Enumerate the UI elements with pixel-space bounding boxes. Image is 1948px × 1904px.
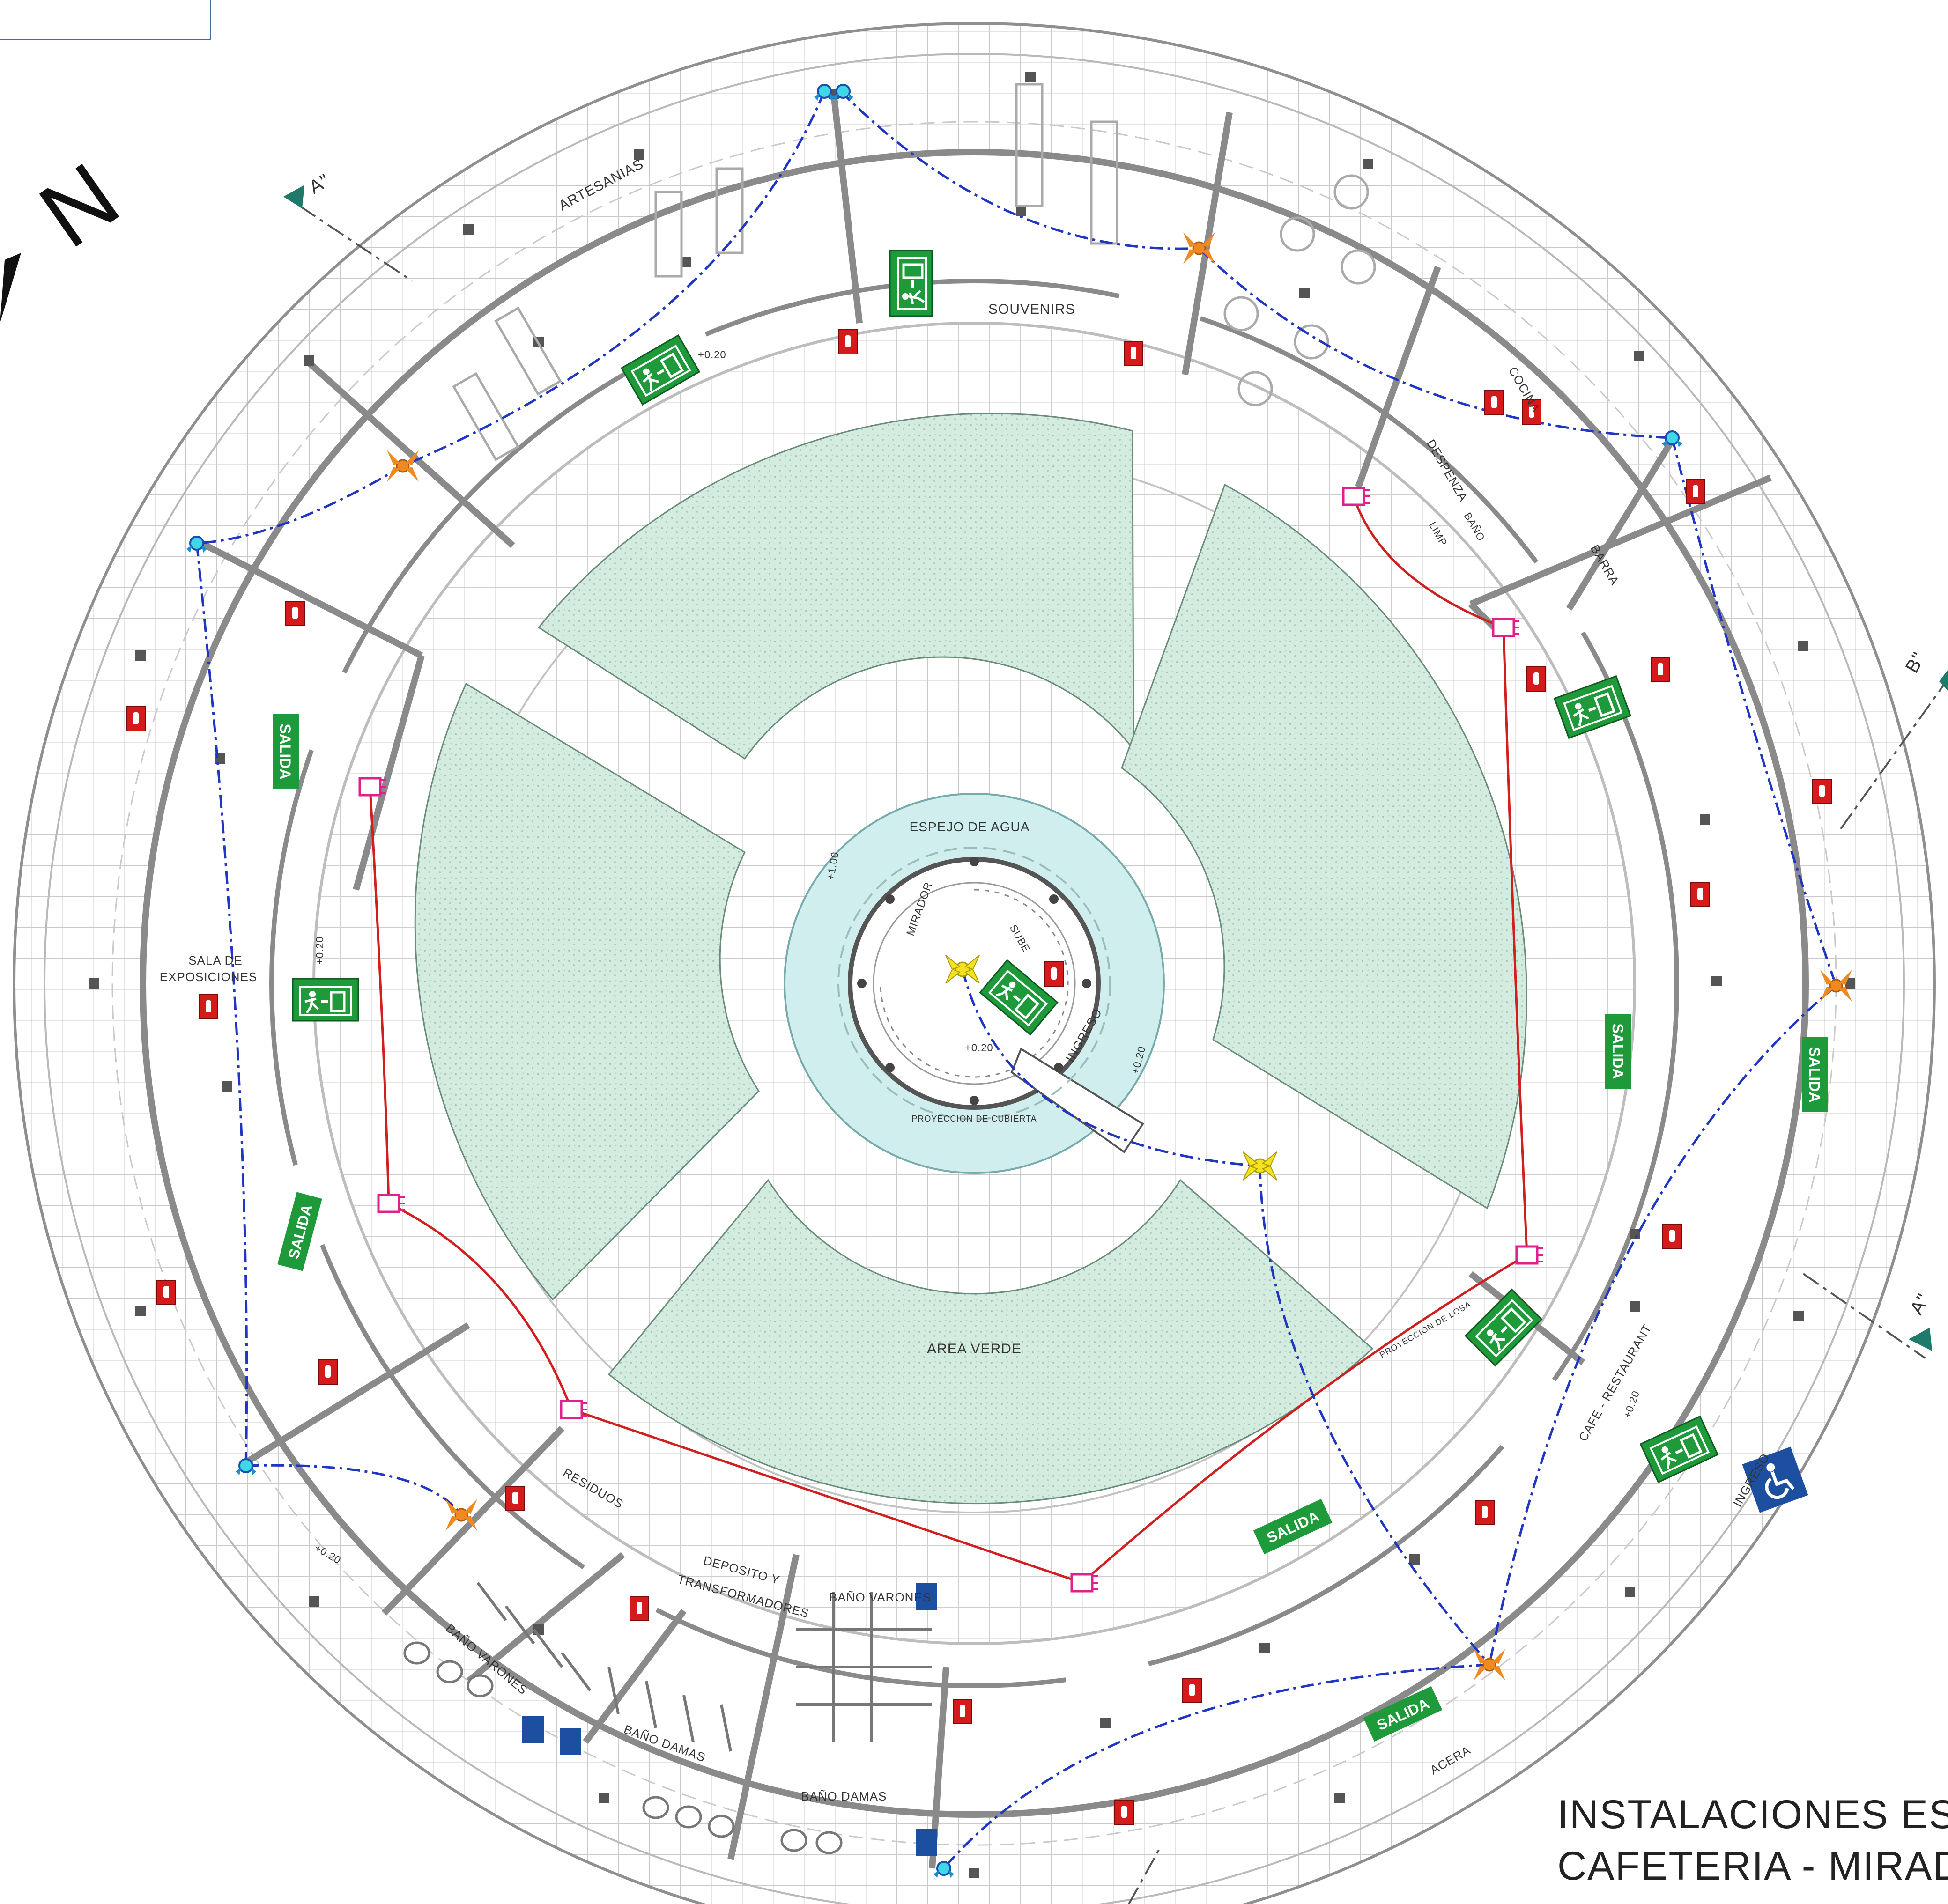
level-label: +0.20 <box>698 349 726 361</box>
toilets <box>403 1641 843 1854</box>
restroom-icon <box>916 1829 937 1856</box>
restroom-icons <box>522 1583 937 1856</box>
extinguisher-icon <box>953 1699 972 1724</box>
level-label: +0.20 <box>965 1042 993 1054</box>
legend-box <box>0 0 211 40</box>
section-marker-icon <box>1909 1328 1932 1351</box>
room-souvenirs: SOUVENIRS <box>988 302 1075 317</box>
room-bano-varones-2: BAÑO VARONES <box>829 1590 931 1604</box>
room-proyeccion: PROYECCION DE CUBIERTA <box>911 1114 1037 1123</box>
alarm-circuit <box>369 496 1528 1584</box>
alarm-icon <box>1343 488 1370 505</box>
restroom-icon <box>916 1583 937 1610</box>
extinguisher-icon <box>630 1596 649 1621</box>
title-line-1: INSTALACIONES ESPECIALES <box>1557 1792 1948 1837</box>
section-mark: A" <box>306 170 333 198</box>
salida-sign: SALIDA <box>1605 1014 1631 1089</box>
extinguisher-icon <box>1475 1500 1495 1525</box>
title-line-2: CAFETERIA - MIRADOR ESC. 1 <box>1557 1844 1948 1889</box>
extinguisher-icon <box>1124 341 1143 366</box>
extinguisher-icon <box>1044 961 1064 987</box>
salida-sign: SALIDA <box>273 714 299 789</box>
extinguisher-icon <box>1114 1800 1134 1825</box>
roof-projection <box>837 847 1111 1120</box>
green-area-east <box>1121 483 1527 1210</box>
extinguisher-icon <box>126 706 146 731</box>
espejo-de-agua <box>784 793 1165 1174</box>
green-areas <box>414 413 1527 1505</box>
svg-text:SALIDA: SALIDA <box>1806 1047 1823 1102</box>
north-arrow-icon <box>0 253 21 323</box>
extinguisher-icon <box>1690 882 1710 907</box>
green-area-south <box>607 1179 1374 1505</box>
extinguisher-icon <box>505 1486 525 1511</box>
extinguisher-icon <box>285 601 305 626</box>
extinguisher-icon <box>318 1359 338 1385</box>
green-area-west <box>414 682 760 1301</box>
extinguisher-icon <box>838 329 858 354</box>
room-sala-1: SALA DE <box>188 953 242 967</box>
extinguisher-icon <box>1812 779 1832 804</box>
title-block: INSTALACIONES ESPECIALES CAFETERIA - MIR… <box>1557 1789 1948 1892</box>
extinguisher-icon <box>1526 666 1546 692</box>
extinguisher-icon <box>199 994 218 1019</box>
furniture <box>452 83 1376 461</box>
extinguisher-icon <box>1484 390 1504 415</box>
svg-text:SALIDA: SALIDA <box>1609 1023 1626 1079</box>
restroom-icon <box>522 1716 544 1743</box>
inner-wall <box>269 279 1679 1688</box>
svg-text:SALIDA: SALIDA <box>277 723 294 779</box>
section-markers <box>283 185 1948 1351</box>
alarm-icon <box>1493 619 1519 636</box>
north-label: N <box>22 143 137 268</box>
room-area-verde: AREA VERDE <box>927 1341 1022 1357</box>
room-espejo: ESPEJO DE AGUA <box>910 819 1030 834</box>
outer-wall <box>140 149 1809 1818</box>
detector-circuit <box>195 90 1837 1869</box>
north-arrow: N <box>0 143 137 323</box>
room-bano-damas-2: BAÑO DAMAS <box>801 1789 887 1803</box>
section-lines <box>299 205 1948 1904</box>
room-sala-2: EXPOSICIONES <box>160 970 258 984</box>
level-label: +0.20 <box>314 936 326 965</box>
restroom-stalls <box>476 1582 932 1752</box>
exit-sign-icon <box>293 979 358 1021</box>
extinguisher-icon <box>1182 1678 1202 1703</box>
extinguisher-icon <box>1651 657 1670 682</box>
extinguisher-icon <box>1686 479 1705 504</box>
extinguisher-icon <box>1662 1224 1682 1249</box>
section-marker-icon <box>1939 670 1948 691</box>
alarm-icon <box>360 778 386 795</box>
restroom-icon <box>560 1728 581 1755</box>
section-mark: A" <box>1906 1290 1934 1318</box>
alarm-icon <box>1517 1247 1543 1263</box>
alarm-icon <box>1072 1574 1098 1591</box>
extinguisher-icon <box>156 1280 176 1305</box>
alarm-icon <box>561 1401 587 1418</box>
accessible-icon <box>1742 1446 1808 1513</box>
alarm-icon <box>378 1195 405 1212</box>
acera-edge <box>44 53 1905 1904</box>
section-mark: B" <box>1902 649 1930 676</box>
salida-sign: SALIDA <box>1802 1037 1828 1112</box>
exit-sign-icon <box>890 251 932 316</box>
site-boundary <box>13 22 1936 1904</box>
section-marker-icon <box>283 185 304 208</box>
